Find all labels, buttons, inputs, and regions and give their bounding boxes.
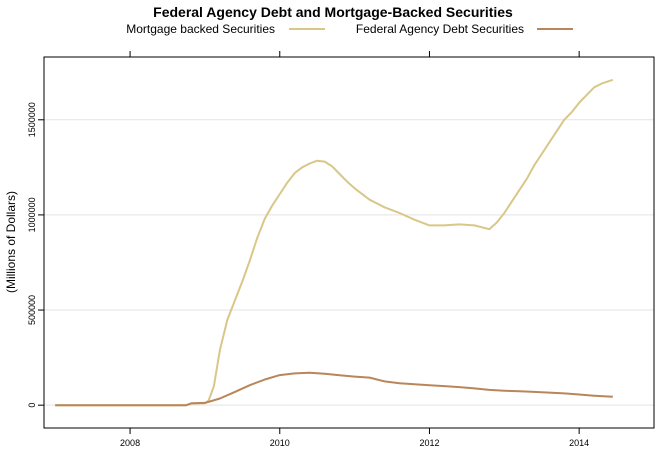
chart-title: Federal Agency Debt and Mortgage-Backed …	[153, 4, 513, 20]
legend-label-mbs: Mortgage backed Securities	[126, 22, 275, 36]
y-axis: 0 500000 1000000 1500000	[27, 102, 44, 408]
y-tick-label: 500000	[27, 295, 37, 325]
x-tick-label: 2012	[419, 438, 439, 448]
series-line-0	[55, 78, 614, 407]
x-tick-label: 2014	[569, 438, 589, 448]
gridlines	[44, 119, 654, 406]
legend: Mortgage backed Securities Federal Agenc…	[126, 22, 573, 36]
y-axis-label: (Millions of Dollars)	[4, 191, 18, 293]
y-tick-label: 1500000	[27, 102, 37, 137]
series-lines	[55, 78, 614, 407]
x-axis-top-ticks	[129, 51, 580, 57]
legend-label-agency-debt: Federal Agency Debt Securities	[356, 22, 524, 36]
x-axis: 2008 2010 2012 2014	[120, 428, 589, 448]
x-tick-label: 2008	[120, 438, 140, 448]
y-tick-label: 0	[27, 403, 37, 408]
y-tick-label: 1000000	[27, 197, 37, 232]
x-tick-label: 2010	[270, 438, 290, 448]
plot-frame	[43, 56, 655, 429]
series-line-1	[55, 371, 613, 407]
